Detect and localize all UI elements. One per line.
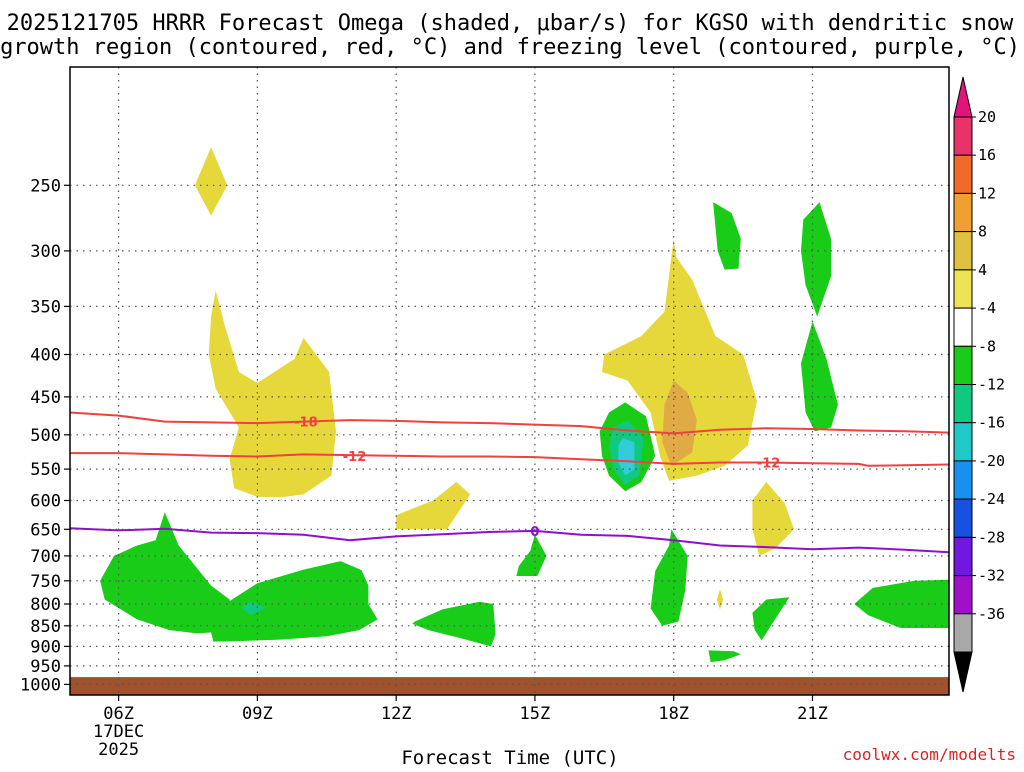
colorbar-band-6 [953, 345, 973, 386]
colorbar-label-4: 4 [978, 261, 987, 279]
x-axis-label: Forecast Time (UTC) [401, 747, 618, 768]
gridlines [70, 67, 949, 695]
y-tick-label-550: 550 [30, 460, 61, 480]
colorbar-top-arrow [953, 76, 973, 118]
colorbar-bottom-arrow [953, 651, 973, 693]
colorbar-label-9: -20 [978, 452, 1005, 470]
contour-label-dgz-minus-12-1: -12 [757, 457, 781, 472]
y-tick-label-750: 750 [30, 572, 61, 592]
colorbar-label-13: -36 [978, 605, 1005, 623]
colorbar-label-6: -8 [978, 337, 996, 355]
x-tick-label-15Z: 15Z [520, 704, 551, 724]
y-tick-label-850: 850 [30, 617, 61, 637]
colorbar-band-0 [953, 116, 973, 156]
y-tick-label-650: 650 [30, 520, 61, 540]
y-tick-label-1000: 1000 [20, 675, 61, 695]
y-tick-label-450: 450 [30, 388, 61, 408]
omega-shading [100, 147, 949, 663]
chart-title-line-2: growth region (contoured, red, °C) and f… [0, 35, 1020, 60]
contour-freezing-level-0 [69, 527, 950, 554]
contour-dgz-minus-18 [69, 411, 950, 435]
ground-fill [70, 677, 949, 695]
colorbar-band-10 [953, 498, 973, 538]
y-axis-ticks: 2503003504004505005506006507007508008509… [20, 176, 70, 695]
contour-label-dgz-minus-18-0: -18 [294, 416, 318, 431]
y-tick-label-400: 400 [30, 346, 61, 366]
colorbar-band-13 [953, 613, 973, 653]
contour-dgz-minus-12 [70, 452, 950, 467]
omega-region-rise-yellow-a [194, 147, 228, 216]
omega-region-sink-teal-b [241, 601, 267, 616]
omega-region-sink-green-l [854, 579, 949, 628]
colorbar-label-8: -16 [978, 414, 1005, 432]
chart-title-line-1: 2025121705 HRRR Forecast Omega (shaded, … [7, 11, 1014, 36]
credit-text: coolwx.com/modelts [843, 745, 1016, 764]
x-tick-label-21Z: 21Z [797, 704, 828, 724]
y-tick-label-350: 350 [30, 297, 61, 317]
omega-region-rise-orange-d [662, 380, 697, 466]
x-tick-sublabel-1: 2025 [98, 740, 139, 760]
colorbar-label-5: -4 [978, 299, 996, 317]
omega-region-sink-green-f [650, 529, 688, 626]
colorbar-band-3 [953, 231, 973, 271]
contour-label-freezing-level-0-0: 0 [530, 525, 539, 540]
colorbar-label-1: 16 [978, 146, 996, 164]
plot-frame [69, 66, 950, 696]
colorbar-band-4 [953, 269, 973, 309]
y-tick-label-950: 950 [30, 657, 61, 677]
colorbar-band-1 [953, 154, 973, 194]
omega-region-sink-green-j [801, 202, 831, 317]
colorbar-label-2: 12 [978, 184, 996, 202]
colorbar-label-12: -32 [978, 567, 1005, 585]
colorbar-band-7 [953, 384, 973, 424]
colorbar-band-9 [953, 460, 973, 500]
colorbar-band-11 [953, 536, 973, 577]
y-tick-label-300: 300 [30, 242, 61, 262]
omega-region-sink-green-b [206, 561, 378, 642]
colorbar: 20 16 12 8 4 -4 -8 -12 -16 -20 -24 -28 -32 -36 [953, 76, 1005, 693]
colorbar-band-12 [953, 575, 973, 615]
colorbar-band-5 [953, 307, 973, 347]
x-tick-label-09Z: 09Z [242, 704, 273, 724]
colorbar-band-8 [953, 422, 973, 462]
x-tick-label-12Z: 12Z [381, 704, 412, 724]
omega-region-sink-green-g [713, 202, 741, 270]
temperature-contours: -18 -12 -12 0 [69, 411, 950, 554]
y-tick-label-800: 800 [30, 595, 61, 615]
colorbar-label-11: -28 [978, 528, 1005, 546]
omega-region-rise-yellow-d [602, 238, 757, 481]
colorbar-label-7: -12 [978, 376, 1005, 394]
colorbar-label-0: 20 [978, 108, 996, 126]
x-tick-label-18Z: 18Z [658, 704, 689, 724]
omega-region-sink-green-a [100, 512, 235, 634]
omega-region-rise-yellow-b [208, 290, 336, 498]
omega-region-rise-yellow-f [716, 589, 724, 610]
omega-region-sink-green-c [412, 601, 496, 647]
colorbar-band-2 [953, 192, 973, 233]
omega-region-sink-cyan-e [618, 438, 635, 476]
omega-region-rise-yellow-c [396, 482, 471, 530]
x-tick-sublabel-0: 17DEC [93, 722, 144, 742]
contour-label-dgz-minus-12-0: -12 [343, 450, 367, 465]
omega-region-rise-yellow-e [752, 482, 794, 556]
y-tick-label-250: 250 [30, 176, 61, 196]
y-tick-label-900: 900 [30, 637, 61, 657]
omega-region-sink-green-k [801, 321, 838, 432]
y-tick-label-700: 700 [30, 547, 61, 567]
colorbar-label-3: 8 [978, 223, 987, 241]
omega-region-sink-green-d [516, 534, 547, 576]
y-tick-label-600: 600 [30, 492, 61, 512]
x-tick-label-06Z: 06Z [103, 704, 134, 724]
colorbar-label-10: -24 [978, 490, 1005, 508]
y-tick-label-500: 500 [30, 426, 61, 446]
omega-region-sink-green-h [752, 597, 790, 641]
omega-region-sink-green-i [708, 650, 741, 663]
